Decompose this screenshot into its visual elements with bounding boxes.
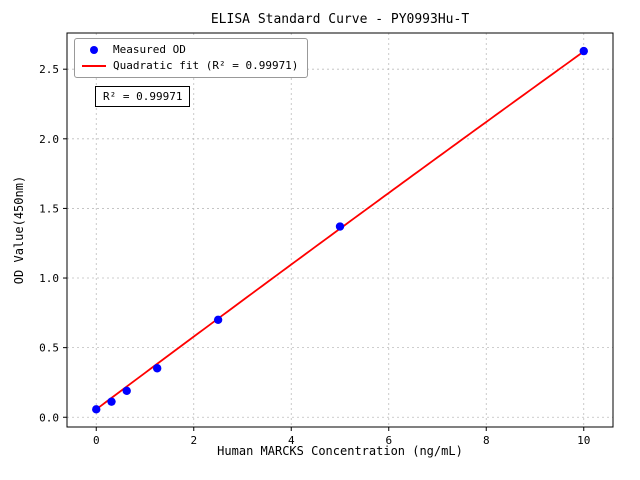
y-axis-label: OD Value(450nm) (12, 176, 26, 284)
legend-entry-measured-od: Measured OD (82, 44, 298, 56)
svg-text:2.0: 2.0 (39, 133, 59, 146)
plot-border (66, 32, 614, 428)
legend-marker-area (82, 46, 106, 54)
svg-text:2.5: 2.5 (39, 63, 59, 76)
data-point (335, 222, 345, 231)
line-marker-icon (82, 65, 106, 67)
svg-text:0.0: 0.0 (39, 411, 59, 424)
scatter-marker-icon (90, 46, 98, 54)
legend: Measured OD Quadratic fit (R² = 0.99971) (74, 38, 309, 78)
legend-entry-quadratic-fit: Quadratic fit (R² = 0.99971) (82, 60, 298, 72)
data-point (92, 405, 101, 414)
svg-text:2: 2 (190, 434, 197, 447)
data-point (107, 397, 116, 406)
r-squared-annotation: R² = 0.99971 (95, 86, 191, 107)
x-axis-label: Human MARCKS Concentration (ng/mL) (217, 444, 463, 458)
svg-text:0.5: 0.5 (39, 342, 59, 355)
data-point (213, 315, 223, 324)
svg-text:4: 4 (288, 434, 295, 447)
data-point (579, 46, 588, 56)
svg-text:1.5: 1.5 (39, 202, 59, 215)
legend-label-measured-od: Measured OD (113, 43, 186, 56)
svg-text:6: 6 (385, 434, 392, 447)
axis-ticks: 0 2 4 6 8 10 0.0 0.5 1.0 1.5 2.0 2.5 (39, 63, 590, 447)
data-series (92, 46, 588, 414)
gridlines (67, 33, 613, 427)
svg-text:10: 10 (577, 434, 590, 447)
svg-text:8: 8 (483, 434, 490, 447)
data-point (152, 364, 162, 373)
legend-marker-area (82, 65, 106, 67)
chart-title: ELISA Standard Curve - PY0993Hu-T (210, 12, 470, 27)
data-point (122, 386, 131, 396)
legend-label-quadratic-fit: Quadratic fit (R² = 0.99971) (113, 59, 299, 72)
svg-text:1.0: 1.0 (39, 272, 59, 285)
svg-text:0: 0 (93, 434, 100, 447)
